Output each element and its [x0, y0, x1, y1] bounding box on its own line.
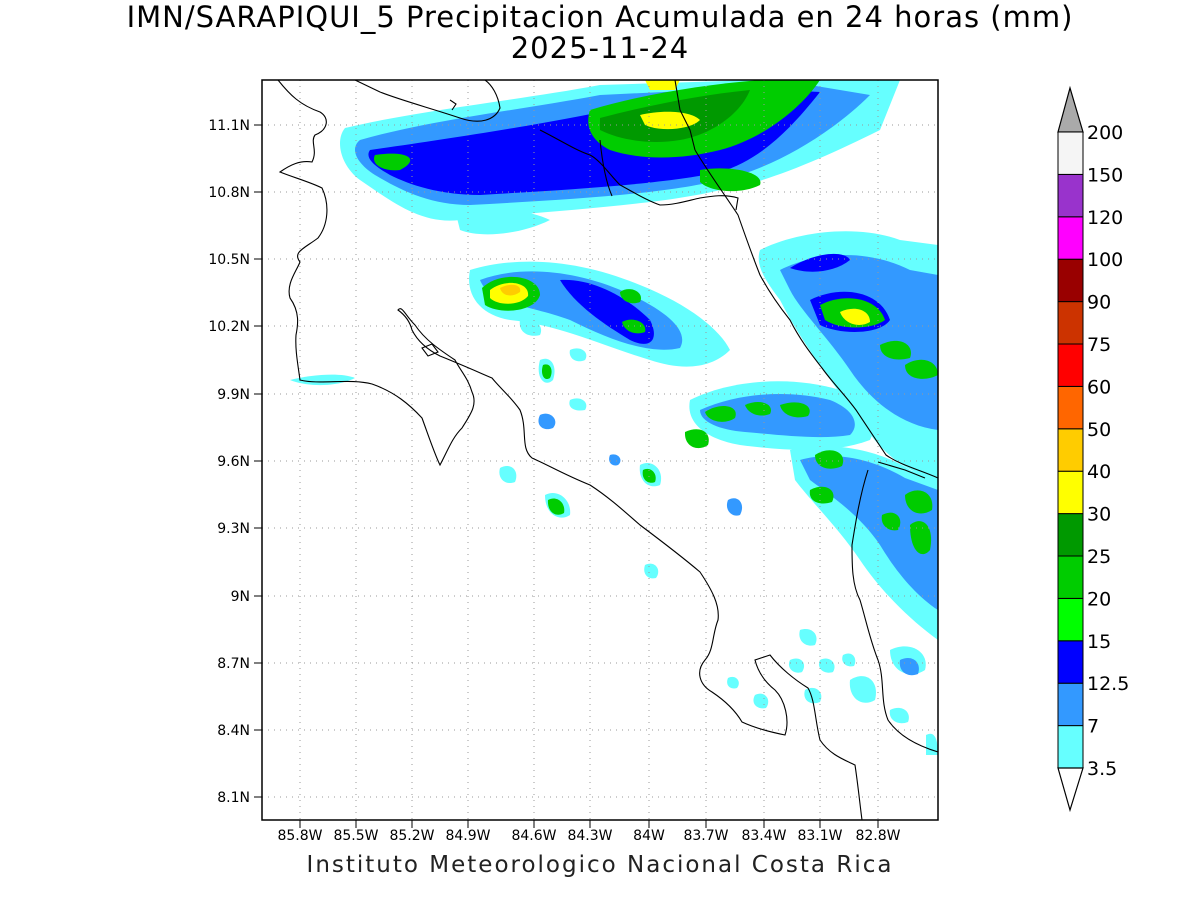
colorbar-swatch [1057, 640, 1084, 684]
x-tick-label: 84.3W [567, 828, 612, 844]
colorbar-swatch [1057, 725, 1084, 769]
colorbar-swatch [1057, 301, 1084, 345]
colorbar-level-label: 60 [1087, 376, 1111, 398]
y-tick-label: 9.6N [217, 454, 250, 470]
colorbar-bottom-arrow [1057, 767, 1084, 813]
coastline-borders [277, 80, 938, 820]
precipitation-field [290, 80, 938, 755]
y-tick-label: 10.5N [208, 252, 250, 268]
colorbar-swatch [1057, 258, 1084, 303]
colorbar-level-label: 90 [1087, 292, 1111, 314]
colorbar-level-label: 120 [1087, 207, 1123, 229]
colorbar-level-label: 200 [1087, 122, 1123, 144]
x-axis-labels: 85.8W 85.5W 85.2W 84.9W 84.6W 84.3W 84W … [277, 828, 900, 844]
x-tick-label: 82.8W [855, 828, 900, 844]
x-tick-label: 85.5W [333, 828, 378, 844]
y-tick-label: 10.2N [208, 319, 250, 335]
colorbar-swatch [1057, 682, 1084, 727]
colorbar-swatch [1057, 428, 1084, 472]
x-tick-label: 83.7W [683, 828, 728, 844]
x-tick-label: 83.4W [741, 828, 786, 844]
colorbar-level-label: 7 [1087, 716, 1099, 738]
colorbar-level-label: 15 [1087, 631, 1111, 653]
y-axis-ticks [254, 124, 262, 798]
colorbar-swatch [1057, 555, 1084, 599]
colorbar-swatch [1057, 597, 1084, 642]
colorbar-level-label: 12.5 [1087, 673, 1129, 695]
colorbar-level-label: 30 [1087, 504, 1111, 526]
colorbar-swatch [1057, 385, 1084, 430]
title-line-1: IMN/SARAPIQUI_5 Precipitacion Acumulada … [126, 0, 1074, 34]
x-tick-label: 85.8W [277, 828, 322, 844]
x-tick-label: 83.1W [797, 828, 842, 844]
colorbar-swatch [1057, 173, 1084, 218]
colorbar-swatch [1057, 216, 1084, 260]
colorbar-level-label: 150 [1087, 164, 1123, 186]
colorbar-top-arrow [1057, 85, 1084, 133]
x-tick-label: 85.2W [389, 828, 434, 844]
y-axis-labels: 11.1N 10.8N 10.5N 10.2N 9.9N 9.6N 9.3N 9… [208, 118, 250, 806]
y-tick-label: 9.9N [217, 387, 250, 403]
y-tick-label: 9.3N [217, 521, 250, 537]
map-frame [261, 79, 939, 821]
colorbar-swatch [1057, 513, 1084, 557]
y-tick-label: 8.4N [217, 723, 250, 739]
y-tick-label: 11.1N [208, 118, 250, 134]
colorbar-labels: 3.5 7 12.5 15 20 25 30 40 50 60 75 90 100 120 150 200 [1087, 122, 1129, 780]
map-title: IMN/SARAPIQUI_5 Precipitacion Acumulada … [0, 2, 1200, 64]
y-tick-label: 9N [231, 589, 250, 605]
y-tick-label: 8.1N [217, 790, 250, 806]
colorbar-swatch [1057, 470, 1084, 515]
colorbar-level-label: 100 [1087, 249, 1123, 271]
colorbar-swatch [1057, 131, 1084, 175]
x-tick-label: 84W [633, 828, 665, 844]
x-axis-ticks [299, 820, 879, 828]
footer-credit: Instituto Meteorologico Nacional Costa R… [306, 852, 894, 878]
colorbar-swatches [1057, 131, 1084, 769]
y-tick-label: 10.8N [208, 185, 250, 201]
x-tick-label: 84.9W [445, 828, 490, 844]
colorbar-level-label: 50 [1087, 419, 1111, 441]
colorbar-level-label: 40 [1087, 461, 1111, 483]
x-tick-label: 84.6W [511, 828, 556, 844]
colorbar-level-label: 20 [1087, 588, 1111, 610]
colorbar-level-label: 75 [1087, 334, 1111, 356]
colorbar: 3.5 7 12.5 15 20 25 30 40 50 60 75 90 100 120 150 200 [1057, 85, 1129, 813]
colorbar-level-label: 25 [1087, 546, 1111, 568]
title-line-2: 2025-11-24 [510, 31, 690, 65]
y-tick-label: 8.7N [217, 656, 250, 672]
colorbar-swatch [1057, 343, 1084, 387]
colorbar-level-label: 3.5 [1087, 758, 1117, 780]
